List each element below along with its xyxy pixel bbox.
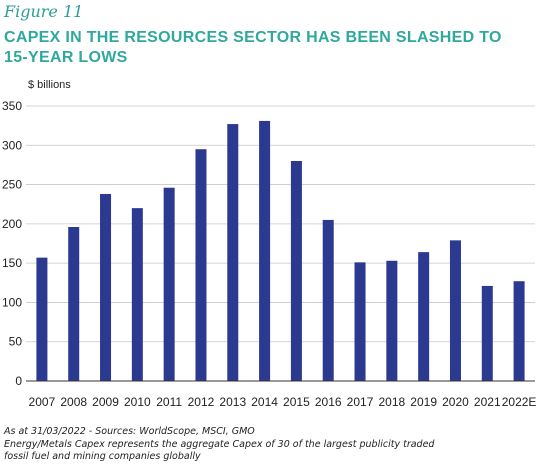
x-axis-ticks: 2007 2008 2009 2010 2011 2012 2013 2014 2015 2016… <box>29 395 537 409</box>
x-tick-label: 2018 <box>378 395 405 409</box>
bar-2013 <box>227 124 239 382</box>
bar-2017 <box>354 262 366 381</box>
x-tick-label: 2015 <box>283 395 310 409</box>
y-tick-label: 200 <box>2 217 22 231</box>
y-tick-label: 250 <box>2 178 22 192</box>
y-tick-label: 50 <box>9 335 23 349</box>
y-axis-ticks: 0 50 100 150 200 250 300 350 <box>2 99 22 388</box>
source-note: As at 31/03/2022 - Sources: WorldScope, … <box>4 426 255 437</box>
bar-2010 <box>131 208 143 381</box>
figure-label: Figure 11 <box>4 2 84 21</box>
bar-2012 <box>195 149 207 381</box>
x-tick-label: 2017 <box>347 395 374 409</box>
chart-title-line-2: 15-YEAR LOWS <box>4 49 128 66</box>
bar-2019 <box>418 252 430 381</box>
y-tick-label: 300 <box>2 138 22 152</box>
x-tick-label: 2019 <box>410 395 437 409</box>
y-tick-label: 0 <box>15 374 22 388</box>
chart-title: CAPEX IN THE RESOURCES SECTOR HAS BEEN S… <box>4 28 524 68</box>
bar-2018 <box>386 260 398 381</box>
x-tick-label: 2012 <box>188 395 215 409</box>
chart-title-line-1: CAPEX IN THE RESOURCES SECTOR HAS BEEN S… <box>4 29 502 46</box>
x-tick-label: 2020 <box>442 395 469 409</box>
bar-2007 <box>36 257 48 381</box>
bar-2022E <box>513 281 525 381</box>
bar-2021 <box>481 285 493 381</box>
bars <box>36 120 525 382</box>
x-tick-label: 2011 <box>156 395 182 409</box>
bar-2008 <box>68 227 80 381</box>
x-tick-label: 2016 <box>315 395 342 409</box>
y-axis-unit-label: $ billions <box>28 79 71 91</box>
x-tick-label: 2008 <box>60 395 87 409</box>
x-tick-label: 2013 <box>219 395 246 409</box>
x-tick-label: 2014 <box>251 395 278 409</box>
definition-note-line-1: Energy/Metals Capex represents the aggre… <box>4 438 435 450</box>
x-tick-label: 2021 <box>474 395 501 409</box>
y-tick-label: 100 <box>2 295 22 309</box>
definition-note-line-2: fossil fuel and mining companies globall… <box>4 451 201 462</box>
bar-2014 <box>259 120 271 381</box>
y-tick-label: 150 <box>2 256 22 270</box>
x-tick-label: 2007 <box>29 395 56 409</box>
bar-2009 <box>100 194 112 381</box>
bar-2020 <box>449 240 461 381</box>
y-tick-label: 350 <box>2 99 22 113</box>
x-tick-label: 2022E <box>502 395 537 409</box>
x-tick-label: 2009 <box>92 395 119 409</box>
footnotes: As at 31/03/2022 - Sources: WorldScope, … <box>4 426 534 464</box>
bar-2015 <box>290 161 302 381</box>
bar-2011 <box>163 187 175 381</box>
x-tick-label: 2010 <box>124 395 151 409</box>
bar-2016 <box>322 219 334 381</box>
